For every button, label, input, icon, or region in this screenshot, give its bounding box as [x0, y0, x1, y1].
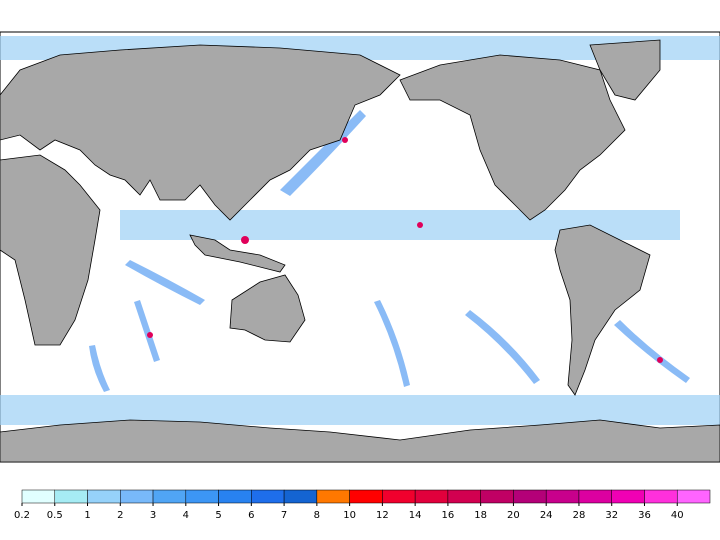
indonesia: [189, 234, 286, 273]
map: [0, 31, 720, 463]
storm-track: [465, 310, 540, 384]
colorbar-label: 6: [248, 510, 254, 521]
storm-track: [89, 345, 110, 392]
colorbar-box: [21, 489, 56, 504]
colorbar-box: [120, 489, 154, 504]
colorbar-label: 8: [314, 510, 320, 521]
colorbar-label: 28: [573, 510, 586, 521]
colorbar-label: 18: [474, 510, 487, 521]
colorbar-label: 10: [343, 510, 356, 521]
colorbar-label: 1: [84, 510, 90, 521]
north-america: [399, 54, 626, 221]
colorbar-box: [185, 489, 219, 504]
colorbar-box: [349, 489, 383, 504]
colorbar-box: [283, 489, 318, 504]
colorbar-box: [152, 489, 187, 504]
colorbar-label: 4: [183, 510, 189, 521]
storm-track: [614, 320, 690, 383]
colorbar-label: 20: [507, 510, 520, 521]
colorbar: 0.2 0.5 1 2 3 4 5 6 7 8 10 12 14 16 18 20 24 28 32 36 40: [14, 489, 711, 521]
storm-track: [125, 260, 205, 305]
colorbar-label: 2: [117, 510, 123, 521]
colorbar-label: 16: [442, 510, 455, 521]
heavy-rain: [241, 236, 249, 244]
rain-band: [0, 395, 720, 425]
colorbar-box: [611, 489, 645, 504]
colorbar-box: [87, 489, 121, 504]
greenland: [589, 39, 661, 101]
colorbar-label: 0.5: [47, 510, 63, 521]
colorbar-label: 40: [671, 510, 684, 521]
eurasia: [0, 44, 401, 221]
colorbar-box: [54, 489, 88, 504]
colorbar-label: 36: [638, 510, 651, 521]
colorbar-box: [480, 489, 514, 504]
colorbar-box: [447, 489, 481, 504]
colorbar-box: [251, 489, 285, 504]
land: [0, 39, 720, 463]
heavy-rain: [417, 222, 423, 228]
colorbar-label: 14: [409, 510, 422, 521]
colorbar-box: [513, 489, 547, 504]
colorbar-box: [676, 489, 711, 504]
storm-track: [374, 300, 410, 387]
colorbar-label: 5: [215, 510, 221, 521]
colorbar-label: 7: [281, 510, 287, 521]
heavy-rain: [147, 332, 153, 338]
heavy-rain: [342, 137, 348, 143]
colorbar-box: [382, 489, 416, 504]
storm-track: [280, 110, 366, 196]
colorbar-label: 12: [376, 510, 389, 521]
colorbar-label: 0.2: [14, 510, 30, 521]
colorbar-box: [218, 489, 252, 504]
colorbar-label: 32: [605, 510, 618, 521]
australia: [229, 274, 306, 343]
colorbar-label: 3: [150, 510, 156, 521]
colorbar-box: [545, 489, 580, 504]
storm-track: [134, 300, 160, 362]
antarctica: [0, 419, 720, 463]
colorbar-label: 24: [540, 510, 553, 521]
colorbar-box: [578, 489, 612, 504]
colorbar-box: [316, 489, 350, 504]
south-america: [554, 224, 651, 396]
africa: [0, 154, 101, 346]
colorbar-box: [414, 489, 449, 504]
colorbar-box: [644, 489, 678, 504]
heavy-rain: [657, 357, 663, 363]
